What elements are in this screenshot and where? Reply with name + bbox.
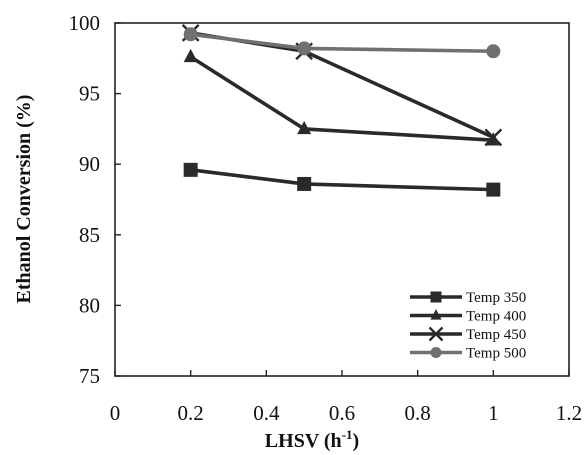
data-point-triangle xyxy=(183,48,198,63)
y-tick-label: 100 xyxy=(69,11,101,35)
y-axis-ticks: 75 80 85 90 95 100 xyxy=(69,11,121,388)
y-tick-label: 80 xyxy=(79,293,100,317)
x-tick-label: 0.2 xyxy=(178,401,204,425)
x-tick-label: 0 xyxy=(110,401,121,425)
plot-area xyxy=(114,22,570,377)
y-tick-label: 75 xyxy=(79,364,100,388)
data-point-circle xyxy=(486,44,501,59)
data-point-square xyxy=(486,182,501,197)
series xyxy=(183,162,501,197)
x-axis-title: LHSV (h-1) xyxy=(265,427,359,452)
x-tick-label: 0.6 xyxy=(329,401,355,425)
y-tick-label: 95 xyxy=(79,82,100,106)
data-point-triangle xyxy=(297,120,312,135)
data-point-circle xyxy=(430,347,442,358)
y-axis-title: Ethanol Conversion (%) xyxy=(13,95,35,304)
x-tick-label: 1 xyxy=(488,401,499,425)
legend-item: Temp 450 xyxy=(410,326,526,343)
legend-label: Temp 350 xyxy=(466,290,526,306)
x-axis-title-end: ) xyxy=(353,430,360,452)
x-axis-title-main: LHSV (h xyxy=(265,430,342,452)
x-axis-ticks: 0 0.2 0.4 0.6 0.8 1 1.2 xyxy=(110,370,582,425)
y-tick-label: 90 xyxy=(79,152,100,176)
data-point-triangle xyxy=(430,309,442,320)
x-tick-label: 0.4 xyxy=(253,401,280,425)
x-axis-title-superscript: -1 xyxy=(342,427,353,442)
data-point-square xyxy=(430,291,442,303)
legend-label: Temp 450 xyxy=(466,327,526,343)
x-tick-label: 1.2 xyxy=(556,401,582,425)
legend-item: Temp 350 xyxy=(410,290,526,306)
legend-label: Temp 500 xyxy=(466,346,526,362)
legend-item: Temp 500 xyxy=(410,346,526,362)
data-point-square xyxy=(183,162,198,177)
data-point-circle xyxy=(297,41,312,56)
legend-item: Temp 400 xyxy=(410,309,526,325)
legend: Temp 350 Temp 400 Temp 450 Temp 500 xyxy=(410,290,526,362)
x-tick-label: 0.8 xyxy=(405,401,431,425)
data-point-square xyxy=(297,176,312,191)
data-point-circle xyxy=(183,27,198,42)
data-point-x xyxy=(484,128,503,147)
y-tick-label: 85 xyxy=(79,223,100,247)
data-point-x xyxy=(428,326,444,342)
series-layer xyxy=(181,24,503,197)
legend-label: Temp 400 xyxy=(466,309,526,325)
series xyxy=(183,27,501,59)
